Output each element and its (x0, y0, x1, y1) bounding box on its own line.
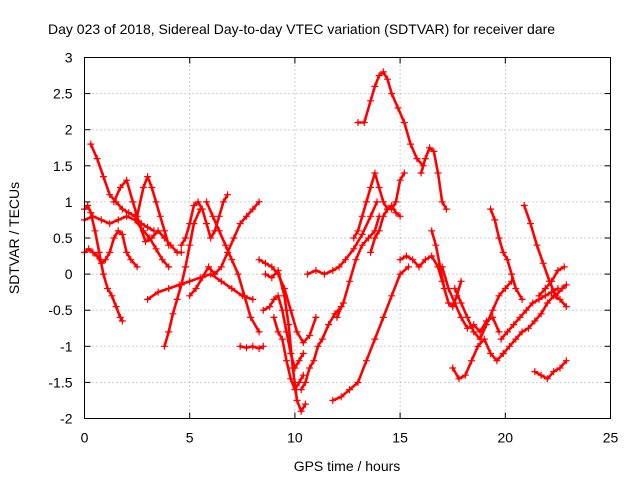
x-tick-label: 10 (287, 430, 303, 446)
series-markers (270, 313, 307, 394)
series-line (188, 200, 261, 298)
series-line (272, 316, 305, 391)
series-markers (535, 263, 568, 300)
series-line (369, 204, 402, 254)
series-line (163, 207, 202, 348)
series-line (205, 200, 261, 334)
series-markers (487, 205, 526, 303)
series-line (306, 200, 379, 276)
series-track-10 (186, 198, 263, 300)
series-track-18 (304, 198, 381, 278)
grid (84, 57, 611, 419)
y-tick-label: 2.5 (53, 86, 73, 102)
series-markers (203, 198, 263, 336)
series-line (398, 254, 444, 283)
series-markers (451, 277, 516, 343)
series-track-22 (354, 68, 427, 170)
axes: -2 -1.5 -1 -0.5 0 0.5 1 1.5 2 2.5 3 0 5 10 15 20 25 (48, 50, 618, 446)
series-line (453, 279, 513, 341)
series-track-35 (535, 263, 568, 300)
series-markers (81, 212, 173, 271)
series-markers (333, 212, 383, 321)
series-line (499, 287, 560, 341)
series-line (430, 229, 463, 308)
series-markers (367, 202, 404, 256)
series-line (335, 215, 381, 319)
y-tick-label: 3 (65, 50, 73, 66)
series-markers (531, 357, 570, 383)
y-tick-label: -0.5 (48, 302, 72, 318)
series-line (299, 305, 343, 391)
data-series (81, 68, 570, 415)
series-track-23 (367, 202, 404, 256)
x-tick-label: 15 (392, 430, 408, 446)
series-line (261, 294, 305, 370)
series-markers (133, 173, 173, 249)
series-track-04 (81, 212, 173, 271)
series-track-12 (236, 342, 267, 352)
series-track-11 (203, 198, 263, 336)
y-tick-label: 1.5 (53, 158, 73, 174)
series-markers (329, 263, 412, 404)
series-track-01 (81, 227, 141, 271)
series-markers (497, 285, 562, 343)
series-track-15 (261, 267, 309, 415)
series-track-21 (350, 169, 408, 242)
series-track-20 (333, 212, 383, 321)
y-tick-label: 1 (65, 194, 73, 210)
series-line (135, 175, 170, 247)
y-axis-label: SDTVAR / TECUs (6, 182, 22, 294)
series-markers (438, 263, 503, 336)
series-line (180, 193, 229, 247)
y-tick-label: -1 (60, 338, 73, 354)
series-line (356, 70, 425, 168)
y-tick-label: -2 (60, 411, 73, 427)
chart-title: Day 023 of 2018, Sidereal Day-to-day VTE… (48, 21, 555, 37)
x-tick-label: 20 (498, 430, 514, 446)
series-track-19 (329, 263, 412, 404)
x-tick-label: 25 (603, 430, 619, 446)
series-markers (261, 267, 309, 415)
series-line (533, 359, 568, 381)
series-markers (354, 68, 427, 170)
series-track-34 (531, 357, 570, 383)
x-tick-label: 0 (81, 430, 89, 446)
x-axis-label: GPS time / hours (294, 458, 401, 474)
series-track-16 (270, 313, 307, 394)
series-track-25 (417, 144, 450, 213)
series-track-30 (487, 205, 526, 303)
series-track-33 (520, 202, 570, 300)
x-tick-label: 5 (186, 430, 194, 446)
series-track-31 (497, 285, 562, 343)
series-line (489, 207, 524, 301)
series-track-29 (451, 277, 516, 343)
series-track-28 (449, 335, 507, 383)
y-tick-label: 2 (65, 122, 73, 138)
series-line (112, 178, 183, 254)
series-markers (236, 342, 267, 352)
series-markers (304, 198, 381, 278)
series-line (257, 258, 318, 345)
series-line (522, 204, 568, 298)
series-markers (417, 144, 450, 213)
y-tick-label: 0.5 (53, 230, 73, 246)
series-track-06 (133, 173, 173, 249)
y-tick-label: -1.5 (48, 374, 72, 390)
series-markers (110, 176, 185, 256)
series-markers (177, 191, 232, 249)
series-track-05 (110, 176, 185, 256)
y-tick-label: 0 (65, 266, 73, 282)
series-track-02 (81, 202, 126, 325)
series-track-09 (177, 191, 232, 249)
series-line (83, 229, 139, 269)
series-track-13 (255, 256, 320, 347)
series-line (331, 265, 410, 402)
